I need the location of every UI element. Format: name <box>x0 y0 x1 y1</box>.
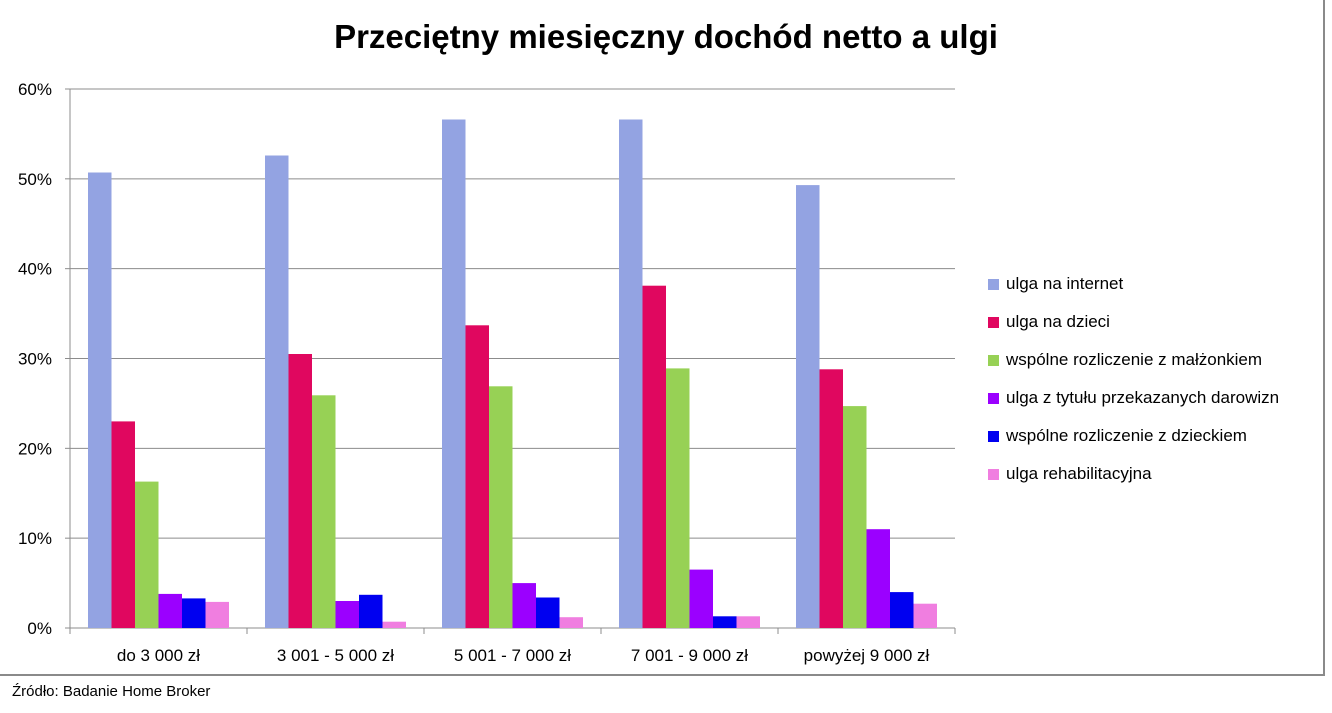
y-tick-label: 50% <box>18 170 52 189</box>
bar <box>866 529 890 628</box>
bar <box>442 119 466 628</box>
legend-swatch <box>988 278 999 290</box>
bar <box>489 386 513 628</box>
bar <box>736 616 760 628</box>
bar <box>843 406 867 628</box>
bar <box>111 421 135 628</box>
legend-swatch <box>988 316 999 328</box>
bar <box>619 119 643 628</box>
bar <box>359 594 383 628</box>
bar <box>312 395 336 628</box>
legend-label: wspólne rozliczenie z dzieckiem <box>1006 426 1247 445</box>
legend-label: wspólne rozliczenie z małżonkiem <box>1006 350 1263 369</box>
legend-swatch <box>988 354 999 366</box>
bar <box>88 172 112 628</box>
chart-title: Przeciętny miesięczny dochód netto a ulg… <box>334 18 998 55</box>
bar <box>205 601 229 628</box>
legend-swatch <box>988 468 999 480</box>
bar <box>559 617 583 628</box>
x-tick-label: powyżej 9 000 zł <box>804 646 930 665</box>
bar <box>182 598 206 628</box>
legend-swatch <box>988 392 999 404</box>
bar <box>536 597 560 628</box>
legend-label: ulga rehabilitacyjna <box>1006 464 1152 483</box>
legend-label: ulga na internet <box>1006 274 1124 293</box>
bar <box>819 369 843 628</box>
legend-item: ulga na dzieci <box>988 303 1323 341</box>
legend-swatch <box>988 430 999 442</box>
bar <box>265 155 289 628</box>
x-tick-label: 7 001 - 9 000 zł <box>631 646 748 665</box>
bar <box>642 285 666 628</box>
bar <box>890 592 914 628</box>
bar <box>465 325 489 628</box>
bar <box>796 185 820 628</box>
y-tick-label: 40% <box>18 260 52 279</box>
y-tick-label: 20% <box>18 439 52 458</box>
source-note: Źródło: Badanie Home Broker <box>12 683 211 700</box>
bar <box>158 593 182 628</box>
y-tick-label: 30% <box>18 350 52 369</box>
legend-item: ulga rehabilitacyjna <box>988 455 1323 493</box>
bar <box>512 583 536 628</box>
bar <box>335 601 359 628</box>
legend-item: ulga z tytułu przekazanych darowizn <box>988 379 1323 417</box>
legend: ulga na internet ulga na dzieci wspólne ro… <box>988 265 1323 493</box>
x-tick-label: 5 001 - 7 000 zł <box>454 646 571 665</box>
x-tick-label: do 3 000 zł <box>117 646 200 665</box>
bar <box>288 354 312 628</box>
legend-item: ulga na internet <box>988 265 1323 303</box>
legend-label: ulga z tytułu przekazanych darowizn <box>1006 388 1280 407</box>
chart-border <box>0 0 1325 676</box>
legend-label: ulga na dzieci <box>1006 312 1110 331</box>
bar <box>913 603 937 628</box>
bar <box>689 569 713 628</box>
y-tick-label: 60% <box>18 80 52 99</box>
bar <box>713 616 737 628</box>
x-tick-label: 3 001 - 5 000 zł <box>277 646 394 665</box>
legend-item: wspólne rozliczenie z małżonkiem <box>988 341 1323 379</box>
bar <box>135 481 159 628</box>
bar <box>666 368 690 628</box>
y-tick-label: 10% <box>18 529 52 548</box>
bar <box>382 621 406 628</box>
y-tick-label: 0% <box>27 619 52 638</box>
legend-item: wspólne rozliczenie z dzieckiem <box>988 417 1323 455</box>
